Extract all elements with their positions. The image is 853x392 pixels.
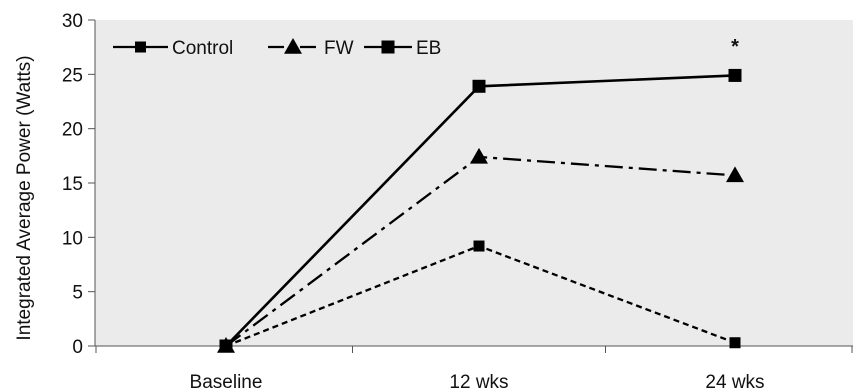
data-point-fw (470, 147, 488, 164)
y-tick-label: 0 (72, 337, 83, 358)
data-point-fw (726, 166, 744, 183)
legend-item-control: Control (113, 38, 233, 59)
y-axis-title: Integrated Average Power (Watts) (14, 55, 35, 340)
legend: Control FW EB (113, 38, 441, 59)
data-point-eb (472, 79, 486, 93)
legend-marker (135, 41, 146, 53)
data-point-eb (219, 339, 233, 353)
y-tick-label: 10 (62, 228, 83, 249)
data-point-control (473, 240, 485, 252)
legend-item-eb: EB (364, 38, 441, 59)
y-tick-label: 25 (62, 65, 83, 86)
x-tick-label: 24 wks (705, 372, 764, 392)
legend-item-fw: FW (268, 38, 354, 59)
series-eb (219, 68, 742, 353)
legend-label: Control (172, 38, 233, 59)
y-tick-label: 30 (62, 11, 83, 32)
x-axis: Baseline 12 wks 24 wks (95, 345, 853, 392)
legend-label: FW (324, 38, 354, 59)
significance-marker: * (731, 36, 739, 58)
data-point-eb (728, 68, 742, 82)
plot-area (95, 20, 853, 346)
annotation-layer: * (731, 36, 739, 58)
series-layer (217, 68, 744, 353)
x-tick-label: Baseline (190, 372, 263, 392)
data-point-control (729, 337, 741, 349)
x-tick-label: 12 wks (449, 372, 508, 392)
legend-marker (381, 40, 395, 54)
y-tick-label: 5 (72, 283, 83, 304)
y-tick-label: 20 (62, 120, 83, 141)
legend-marker (284, 38, 302, 54)
y-axis: 0 5 10 15 20 25 30 (62, 11, 96, 358)
y-tick-label: 15 (62, 174, 83, 195)
legend-label: EB (416, 38, 441, 59)
